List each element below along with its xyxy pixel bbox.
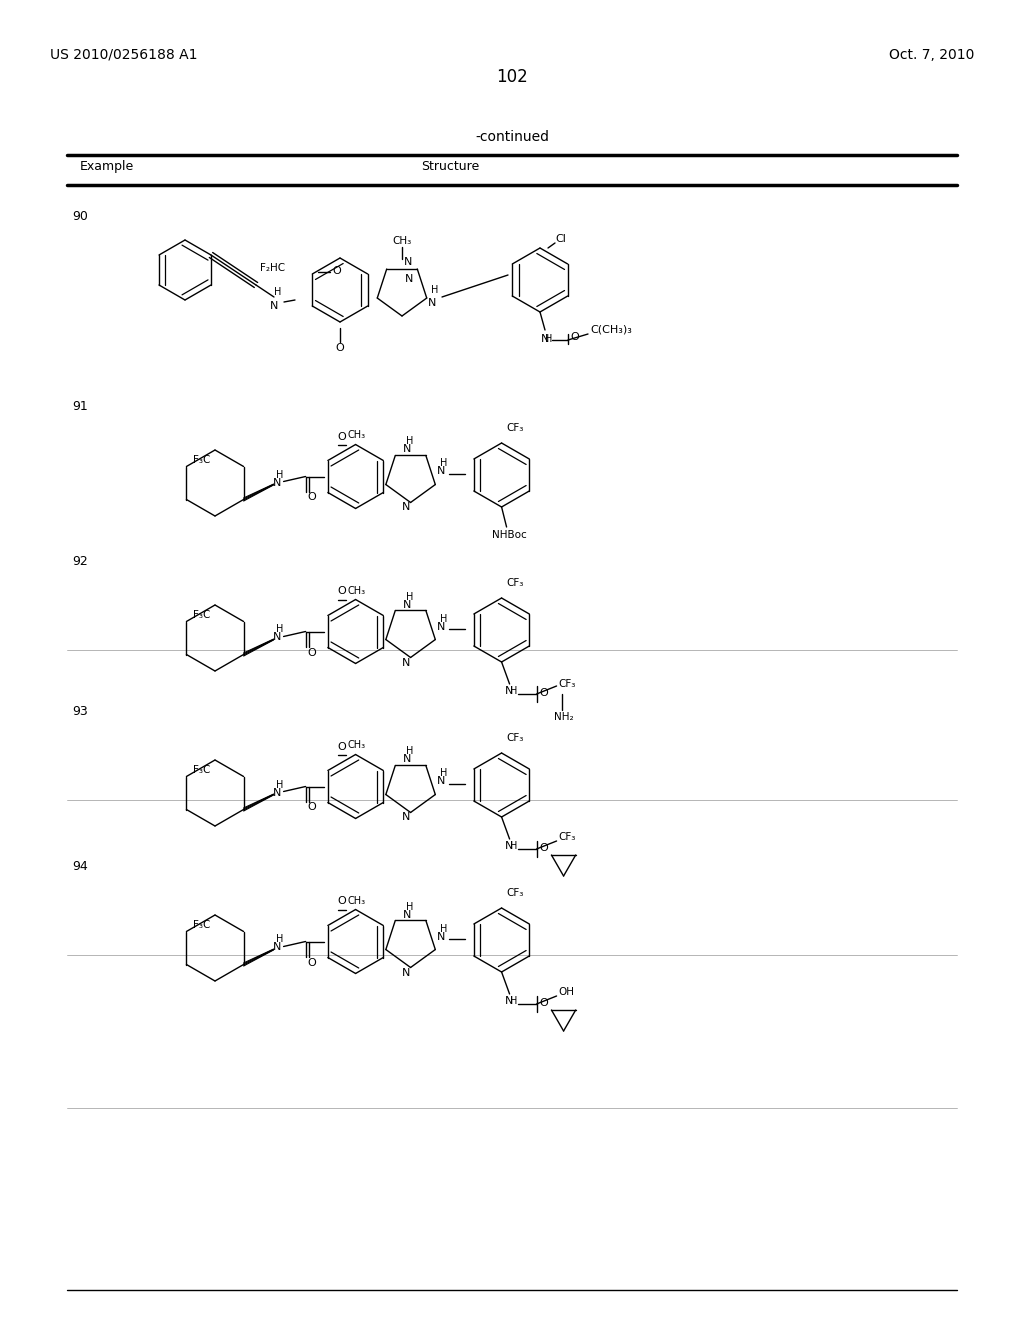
Text: O: O — [332, 267, 341, 276]
Text: N: N — [272, 788, 281, 797]
Text: US 2010/0256188 A1: US 2010/0256188 A1 — [50, 48, 198, 62]
Text: O: O — [336, 343, 344, 352]
Text: 102: 102 — [496, 69, 528, 86]
Text: H: H — [439, 924, 446, 933]
Text: N: N — [505, 841, 513, 851]
Text: H: H — [510, 841, 517, 851]
Text: Oct. 7, 2010: Oct. 7, 2010 — [889, 48, 974, 62]
Text: N: N — [404, 257, 413, 267]
Text: Example: Example — [80, 160, 134, 173]
Text: CH₃: CH₃ — [347, 430, 366, 441]
Text: H: H — [406, 591, 413, 602]
Text: F₃C: F₃C — [193, 455, 210, 465]
Text: N: N — [505, 997, 513, 1006]
Text: CH₃: CH₃ — [392, 236, 412, 246]
Text: F₃C: F₃C — [193, 766, 210, 775]
Text: N: N — [505, 686, 513, 696]
Text: H: H — [406, 437, 413, 446]
Text: NH₂: NH₂ — [554, 711, 573, 722]
Text: 90: 90 — [72, 210, 88, 223]
Text: N: N — [436, 776, 445, 787]
Text: N: N — [436, 466, 445, 477]
Text: O: O — [540, 688, 548, 698]
Text: H: H — [439, 768, 446, 779]
Text: N: N — [402, 445, 411, 454]
Text: CF₃: CF₃ — [507, 888, 524, 898]
Text: 92: 92 — [72, 554, 88, 568]
Text: H: H — [275, 470, 283, 479]
Text: H: H — [275, 780, 283, 789]
Text: N: N — [541, 334, 549, 345]
Text: O: O — [540, 843, 548, 853]
Text: N: N — [402, 755, 411, 764]
Text: N: N — [270, 301, 279, 312]
Text: N: N — [401, 813, 410, 822]
Text: N: N — [401, 968, 410, 978]
Text: N: N — [272, 632, 281, 643]
Text: H: H — [406, 747, 413, 756]
Text: O: O — [307, 648, 316, 657]
Text: O: O — [338, 432, 346, 441]
Text: H: H — [275, 935, 283, 945]
Text: N: N — [402, 909, 411, 920]
Text: 93: 93 — [72, 705, 88, 718]
Text: F₃C: F₃C — [193, 920, 210, 931]
Text: O: O — [338, 896, 346, 907]
Text: -continued: -continued — [475, 129, 549, 144]
Text: N: N — [406, 275, 414, 284]
Text: O: O — [338, 742, 346, 751]
Text: O: O — [338, 586, 346, 597]
Text: O: O — [570, 333, 579, 342]
Text: O: O — [307, 957, 316, 968]
Text: Structure: Structure — [421, 160, 479, 173]
Text: CH₃: CH₃ — [347, 586, 366, 595]
Text: CF₃: CF₃ — [507, 733, 524, 743]
Text: H: H — [510, 997, 517, 1006]
Text: N: N — [402, 599, 411, 610]
Text: O: O — [540, 998, 548, 1008]
Text: 94: 94 — [72, 861, 88, 873]
Text: N: N — [272, 942, 281, 953]
Text: CH₃: CH₃ — [347, 741, 366, 751]
Text: N: N — [401, 503, 410, 512]
Text: H: H — [510, 686, 517, 696]
Text: F₂HC: F₂HC — [260, 263, 285, 273]
Text: OH: OH — [558, 987, 574, 997]
Text: N: N — [428, 298, 436, 308]
Text: 91: 91 — [72, 400, 88, 413]
Text: N: N — [436, 932, 445, 941]
Text: NHBoc: NHBoc — [493, 531, 527, 540]
Text: CF₃: CF₃ — [507, 578, 524, 587]
Text: C(CH₃)₃: C(CH₃)₃ — [590, 325, 632, 335]
Text: O: O — [307, 803, 316, 813]
Text: CH₃: CH₃ — [347, 895, 366, 906]
Text: N: N — [272, 478, 281, 487]
Text: CF₃: CF₃ — [558, 832, 575, 842]
Text: H: H — [545, 334, 552, 345]
Text: O: O — [307, 492, 316, 503]
Text: H: H — [274, 286, 282, 297]
Text: N: N — [436, 622, 445, 631]
Text: H: H — [431, 285, 438, 294]
Text: CF₃: CF₃ — [558, 678, 575, 689]
Text: H: H — [275, 624, 283, 635]
Text: Cl: Cl — [555, 234, 566, 244]
Text: H: H — [406, 902, 413, 912]
Text: H: H — [439, 458, 446, 469]
Text: CF₃: CF₃ — [507, 422, 524, 433]
Text: F₃C: F₃C — [193, 610, 210, 620]
Text: H: H — [439, 614, 446, 623]
Text: N: N — [401, 657, 410, 668]
